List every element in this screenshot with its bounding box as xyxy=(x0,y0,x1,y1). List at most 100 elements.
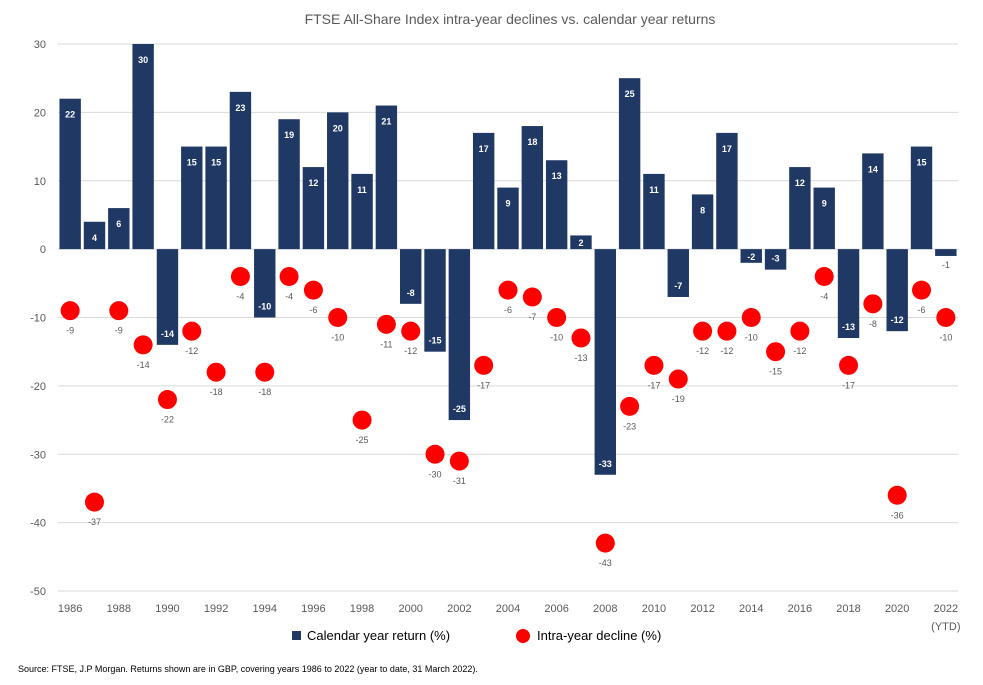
x-tick-label: 1998 xyxy=(350,603,374,615)
point-data-label: -13 xyxy=(574,353,587,363)
bar xyxy=(327,112,349,250)
decline-point xyxy=(790,321,810,341)
x-tick-label: 2002 xyxy=(447,603,471,615)
bar-data-label: -1 xyxy=(942,260,950,270)
bar xyxy=(935,249,957,256)
point-data-label: -43 xyxy=(599,558,612,568)
point-data-label: -10 xyxy=(550,333,563,343)
legend-dot-swatch xyxy=(516,629,530,643)
x-tick-label: 2006 xyxy=(544,603,568,615)
bar xyxy=(472,132,495,250)
point-data-label: -4 xyxy=(236,291,244,301)
bar xyxy=(302,167,325,250)
point-data-label: -23 xyxy=(623,421,636,431)
y-tick-label: 20 xyxy=(34,107,46,119)
point-data-label: -10 xyxy=(331,333,344,343)
y-axis-ticks: 30 20 10 0 -10 -20 -30 -40 -50 xyxy=(30,39,46,598)
decline-point xyxy=(328,308,348,327)
bar-data-label: 12 xyxy=(795,178,805,188)
point-data-label: -11 xyxy=(380,339,392,349)
point-data-label: -6 xyxy=(309,305,317,315)
bar xyxy=(83,221,106,250)
bar xyxy=(375,105,398,250)
bar xyxy=(424,249,446,352)
point-data-label: -19 xyxy=(672,394,685,404)
source-note: Source: FTSE, J.P Morgan. Returns shown … xyxy=(18,664,478,674)
x-tick-label: 2010 xyxy=(642,603,666,615)
bar-data-label: 20 xyxy=(333,123,343,133)
decline-point xyxy=(936,308,956,327)
bar xyxy=(181,146,203,250)
point-data-label: -12 xyxy=(720,346,733,356)
bar-data-label: 13 xyxy=(552,171,562,181)
decline-point xyxy=(644,355,664,375)
decline-point xyxy=(693,321,713,341)
x-tick-label: 2020 xyxy=(885,603,909,615)
x-tick-label: 2022 xyxy=(934,603,958,615)
bar xyxy=(229,91,252,250)
point-data-label: -17 xyxy=(647,380,660,390)
point-data-label: -18 xyxy=(258,387,271,397)
bar xyxy=(691,194,714,250)
bar xyxy=(618,78,641,250)
point-data-label: -6 xyxy=(504,305,512,315)
decline-point xyxy=(595,533,615,553)
bar-data-label: 15 xyxy=(211,158,221,168)
bar-series: 22 4 6 30 -14 15 15 23 -10 19 12 20 11 21 -8 -15 -25 17 9 1… xyxy=(59,44,957,475)
decline-point xyxy=(571,328,591,348)
bar xyxy=(497,187,519,250)
bar-data-label: 9 xyxy=(822,199,827,209)
point-data-label: -17 xyxy=(842,380,855,390)
point-data-label: -10 xyxy=(939,333,952,343)
decline-point xyxy=(620,396,640,416)
bar-data-label: -3 xyxy=(772,254,780,264)
bar xyxy=(448,249,471,421)
decline-point xyxy=(279,266,299,286)
bar xyxy=(521,126,544,250)
bar-data-label: 18 xyxy=(527,137,537,147)
dot-series: -9 -37 -9 -14 -22 -12 -18 -4 -18 -4 -6 -10 -25 -11 -12… xyxy=(60,266,956,568)
bar-data-label: -7 xyxy=(674,281,682,291)
bar xyxy=(59,98,81,250)
bar-data-label: 15 xyxy=(187,158,197,168)
x-tick-label: 2014 xyxy=(739,603,763,615)
x-tick-label: 1994 xyxy=(253,603,277,615)
bar xyxy=(570,235,592,250)
bar xyxy=(740,249,762,263)
y-tick-label: -20 xyxy=(30,381,46,393)
decline-point xyxy=(863,294,883,314)
bar xyxy=(278,119,300,250)
bar-data-label: -25 xyxy=(453,404,466,414)
decline-point xyxy=(376,314,396,334)
point-data-label: -6 xyxy=(918,305,926,315)
decline-point xyxy=(766,342,786,362)
x-tick-label: 1986 xyxy=(58,603,82,615)
y-tick-label: 10 xyxy=(34,176,46,188)
decline-point xyxy=(401,321,421,341)
bar-data-label: 11 xyxy=(357,185,367,195)
x-tick-label: 1988 xyxy=(107,603,131,615)
bar-data-label: 17 xyxy=(479,144,489,154)
point-data-label: -10 xyxy=(745,333,758,343)
decline-point xyxy=(303,280,323,300)
x-tick-label: 2018 xyxy=(836,603,860,615)
decline-point xyxy=(522,287,542,307)
point-data-label: -12 xyxy=(185,346,198,356)
bar-data-label: 23 xyxy=(235,103,245,113)
point-data-label: -36 xyxy=(891,510,904,520)
chart-title: FTSE All-Share Index intra-year declines… xyxy=(305,11,716,27)
x-tick-label: 1992 xyxy=(204,603,228,615)
point-data-label: -25 xyxy=(356,435,369,445)
x-tick-label: 2000 xyxy=(398,603,422,615)
decline-point xyxy=(182,321,202,341)
bar-data-label: -15 xyxy=(429,336,442,346)
decline-point xyxy=(741,308,761,327)
bar-data-label: -12 xyxy=(891,315,904,325)
x-tick-label: 1990 xyxy=(155,603,179,615)
bar-data-label: -13 xyxy=(842,322,855,332)
decline-point xyxy=(133,335,153,355)
bar-data-label: 22 xyxy=(65,110,75,120)
bar xyxy=(254,249,276,318)
bar-data-label: -14 xyxy=(161,329,174,339)
decline-point xyxy=(498,280,518,300)
